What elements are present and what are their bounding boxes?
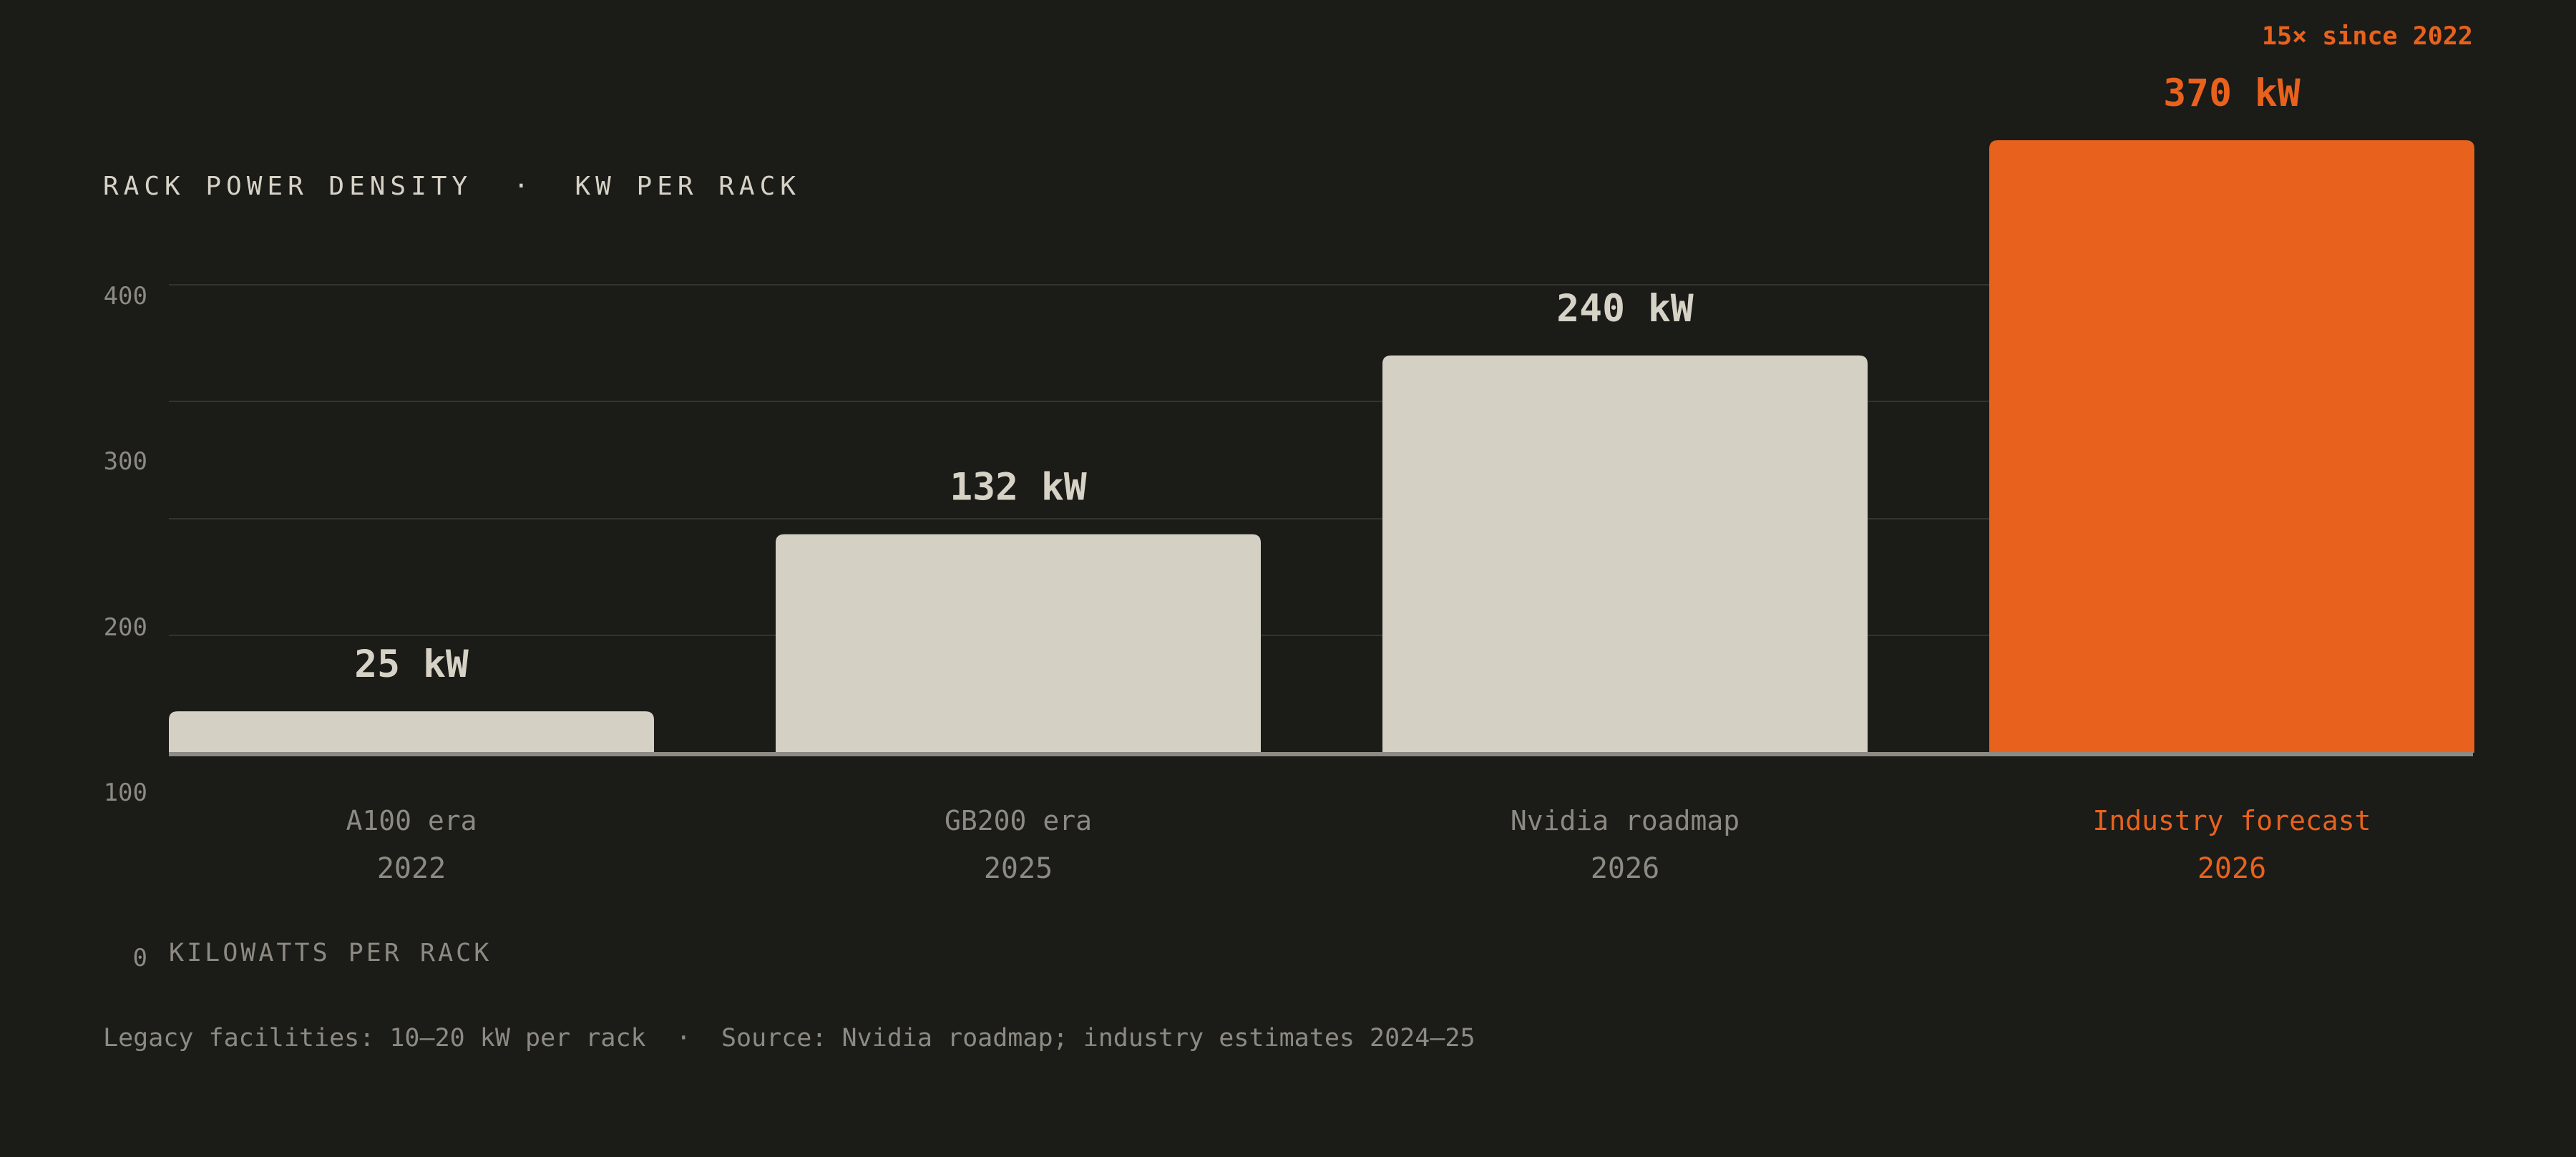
y-tick-label: 400 — [104, 282, 147, 311]
chart-title: RACK POWER DENSITY · KW PER RACK — [103, 172, 801, 201]
callout-text: 15× since 2022 — [2262, 22, 2473, 51]
y-axis-ticks: 400 300 200 100 0 — [104, 282, 147, 972]
bars — [169, 140, 2474, 753]
category-year-label: 2026 — [1591, 852, 1659, 885]
y-tick-label: 300 — [104, 447, 147, 476]
category-label: A100 era — [346, 805, 477, 836]
bar-nvidia-roadmap — [1382, 355, 1868, 753]
value-label: 25 kW — [354, 643, 469, 686]
category-label: GB200 era — [945, 805, 1092, 836]
category-label: Nvidia roadmap — [1511, 805, 1740, 836]
y-tick-label: 200 — [104, 613, 147, 642]
category-label: Industry forecast — [2093, 805, 2371, 836]
bar-gb200-era — [776, 534, 1261, 753]
category-year-label: 2026 — [2197, 852, 2266, 885]
category-year-label: 2025 — [984, 852, 1053, 885]
value-labels: 25 kW 132 kW 240 kW 370 kW — [354, 72, 2301, 686]
y-tick-label: 0 — [133, 944, 147, 972]
y-axis-title: KILOWATTS PER RACK — [169, 939, 492, 967]
value-label: 132 kW — [950, 466, 1087, 509]
value-label: 240 kW — [1556, 287, 1694, 331]
category-year-label: 2022 — [377, 852, 446, 885]
bar-a100-era — [169, 711, 654, 753]
category-labels: A100 era 2022 GB200 era 2025 Nvidia roadmap 2… — [346, 805, 2371, 885]
value-label: 370 kW — [2163, 72, 2301, 115]
y-tick-label: 100 — [104, 778, 147, 807]
footnote: Legacy facilities: 10–20 kW per rack · S… — [103, 1024, 1475, 1053]
bar-industry-forecast — [1989, 140, 2474, 753]
